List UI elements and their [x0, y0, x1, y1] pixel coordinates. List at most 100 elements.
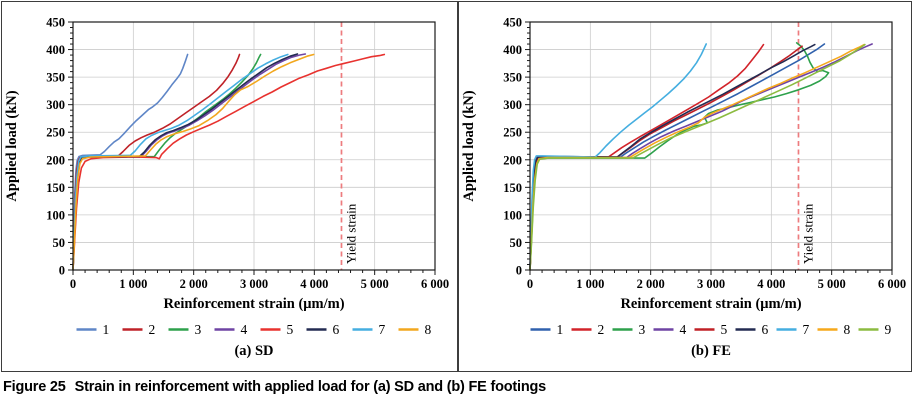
legend-label: 7: [379, 322, 386, 337]
svg-text:450: 450: [503, 16, 522, 30]
svg-text:3 000: 3 000: [240, 277, 268, 291]
figure-caption: Figure 25 Strain in reinforcement with ap…: [3, 379, 913, 395]
legend-item-8: 8: [398, 322, 432, 337]
legend-label: 5: [721, 322, 728, 337]
legend-item-9: 9: [858, 322, 892, 337]
legend-item-6: 6: [306, 322, 340, 337]
legend-label: 5: [287, 322, 294, 337]
svg-text:300: 300: [503, 98, 522, 112]
svg-text:2 000: 2 000: [180, 277, 208, 291]
legend-label: 4: [241, 322, 248, 337]
legend-label: 1: [103, 322, 110, 337]
legend-item-3: 3: [612, 322, 646, 337]
legend-label: 6: [333, 322, 340, 337]
svg-text:450: 450: [46, 16, 65, 30]
svg-text:150: 150: [46, 181, 65, 195]
legend-item-6: 6: [735, 322, 769, 337]
svg-text:5 000: 5 000: [818, 277, 846, 291]
legend-item-7: 7: [776, 322, 810, 337]
yield-strain-label: Yield strain: [343, 203, 358, 264]
series-5-line: [72, 53, 386, 271]
series-4-line: [72, 53, 307, 271]
x-tick-labels: 0 1 000 2 000 3 000 4 000 5 000 6 000: [527, 277, 906, 291]
series-6-line: [529, 43, 816, 271]
svg-text:350: 350: [46, 71, 65, 85]
legend-item-4: 4: [214, 322, 248, 337]
svg-text:50: 50: [53, 236, 66, 250]
legend-item-4: 4: [653, 322, 687, 337]
svg-text:4 000: 4 000: [757, 277, 785, 291]
svg-text:0: 0: [70, 277, 76, 291]
legend-item-8: 8: [817, 322, 851, 337]
gridlines: [530, 22, 892, 270]
svg-text:200: 200: [503, 153, 522, 167]
series-7-line: [72, 53, 289, 271]
legend: 1 2 3 4 5 6 7 8 9: [530, 322, 892, 337]
svg-text:6 000: 6 000: [421, 277, 449, 291]
svg-text:0: 0: [59, 264, 65, 278]
legend-label: 9: [885, 322, 892, 337]
yield-strain-label: Yield strain: [800, 203, 815, 264]
legend-item-7: 7: [352, 322, 386, 337]
series-9-line: [529, 43, 866, 271]
legend-item-5: 5: [260, 322, 294, 337]
svg-text:6 000: 6 000: [878, 277, 906, 291]
svg-text:400: 400: [503, 43, 522, 57]
legend-item-3: 3: [168, 322, 202, 337]
legend-label: 2: [598, 322, 605, 337]
legend-item-5: 5: [694, 322, 728, 337]
legend-item-2: 2: [122, 322, 155, 337]
svg-text:5 000: 5 000: [361, 277, 389, 291]
series-8-line: [529, 43, 866, 271]
y-axis-label: Applied load (kN): [4, 90, 20, 201]
legend-item-1: 1: [76, 322, 110, 337]
svg-text:1 000: 1 000: [119, 277, 147, 291]
series-2-line: [72, 53, 241, 271]
legend-label: 1: [557, 322, 564, 337]
y-tick-labels: 0 50 100 150 200 250 300 350 400 450: [46, 16, 65, 278]
series-1-line: [72, 53, 189, 271]
y-axis-label: Applied load (kN): [461, 90, 477, 201]
svg-text:100: 100: [46, 208, 65, 222]
y-tick-labels: 0 50 100 150 200 250 300 350 400 450: [503, 16, 522, 278]
legend-label: 8: [844, 322, 851, 337]
figure-caption-label: Figure 25: [3, 379, 66, 395]
legend-label: 3: [195, 322, 202, 337]
legend-label: 3: [639, 322, 646, 337]
legend-label: 8: [425, 322, 432, 337]
svg-text:300: 300: [46, 98, 65, 112]
chart-subcaption: (b) FE: [691, 343, 731, 359]
series-7-line: [529, 43, 707, 271]
axis-ticks: [525, 21, 893, 275]
svg-text:200: 200: [46, 153, 65, 167]
panel-divider: [457, 2, 459, 371]
legend: 1 2 3 4 5 6 7 8: [76, 322, 432, 337]
svg-text:1 000: 1 000: [576, 277, 604, 291]
svg-text:2 000: 2 000: [637, 277, 665, 291]
svg-text:0: 0: [516, 264, 522, 278]
svg-text:250: 250: [503, 126, 522, 140]
svg-text:250: 250: [46, 126, 65, 140]
axis-ticks: [68, 21, 436, 275]
legend-label: 4: [680, 322, 687, 337]
svg-text:3 000: 3 000: [697, 277, 725, 291]
svg-text:100: 100: [503, 208, 522, 222]
series-6-line: [72, 53, 299, 271]
series-8-line: [72, 53, 315, 271]
legend-label: 7: [803, 322, 810, 337]
legend-label: 6: [762, 322, 769, 337]
legend-item-1: 1: [530, 322, 564, 337]
svg-text:350: 350: [503, 71, 522, 85]
svg-text:0: 0: [527, 277, 533, 291]
figure-caption-text: Strain in reinforcement with applied loa…: [74, 379, 547, 395]
x-axis-label: Reinforcement strain (μm/m): [620, 296, 801, 312]
svg-text:400: 400: [46, 43, 65, 57]
x-tick-labels: 0 1 000 2 000 3 000 4 000 5 000 6 000: [70, 277, 449, 291]
legend-item-2: 2: [571, 322, 605, 337]
svg-text:150: 150: [503, 181, 522, 195]
